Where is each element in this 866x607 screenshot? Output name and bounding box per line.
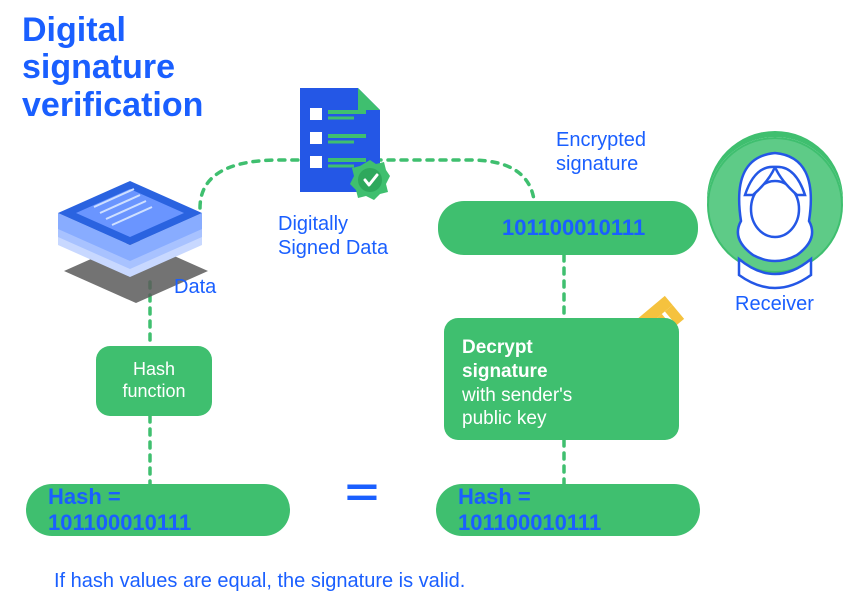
diagram-title: Digital signature verification	[22, 12, 203, 124]
equals-symbol: =	[345, 482, 375, 502]
encrypted-value: 101100010111	[502, 215, 645, 241]
footer-text: If hash values are equal, the signature …	[54, 570, 465, 593]
title-line-3: verification	[22, 86, 203, 124]
signed-document-icon	[300, 88, 380, 192]
decrypt-line2: signature	[462, 361, 548, 382]
decrypt-box: Decrypt signature with sender's public k…	[444, 318, 679, 440]
hash-left-text: Hash = 101100010111	[48, 484, 268, 536]
hash-left-pill: Hash = 101100010111	[26, 484, 290, 536]
encrypted-signature-pill: 101100010111	[438, 201, 698, 255]
receiver-label: Receiver	[735, 292, 814, 316]
data-label: Data	[174, 275, 216, 299]
encrypted-signature-label: Encrypted signature	[556, 128, 646, 176]
hash-function-box: Hash function	[96, 346, 212, 416]
receiver-avatar-icon	[707, 131, 843, 288]
title-line-1: Digital	[22, 11, 126, 49]
decrypt-line3: with sender's	[462, 385, 572, 406]
hash-right-pill: Hash = 101100010111	[436, 484, 700, 536]
decrypt-line4: public key	[462, 408, 547, 429]
title-line-2: signature	[22, 48, 175, 86]
hash-right-text: Hash = 101100010111	[458, 484, 678, 536]
signed-data-label: Digitally Signed Data	[278, 212, 388, 260]
verified-badge-icon	[350, 160, 390, 200]
decrypt-line1: Decrypt	[462, 337, 533, 358]
